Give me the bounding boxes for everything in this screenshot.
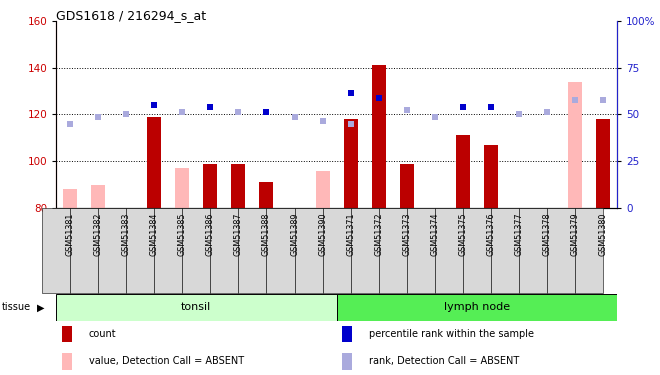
Bar — [456, 135, 470, 208]
Text: count: count — [88, 329, 116, 339]
Bar — [547, 208, 575, 292]
Bar — [372, 65, 385, 208]
Bar — [344, 119, 358, 208]
Text: GDS1618 / 216294_s_at: GDS1618 / 216294_s_at — [56, 9, 206, 22]
Text: value, Detection Call = ABSENT: value, Detection Call = ABSENT — [88, 356, 244, 366]
Text: percentile rank within the sample: percentile rank within the sample — [369, 329, 534, 339]
FancyBboxPatch shape — [56, 294, 337, 321]
Bar — [575, 208, 603, 292]
Text: GSM51380: GSM51380 — [599, 212, 608, 256]
Bar — [596, 119, 610, 208]
Text: GSM51373: GSM51373 — [402, 212, 411, 256]
Bar — [70, 208, 98, 292]
Text: GSM51384: GSM51384 — [150, 212, 159, 256]
Bar — [63, 189, 77, 208]
Bar — [267, 208, 294, 292]
Text: GSM51371: GSM51371 — [346, 212, 355, 256]
Bar — [203, 164, 217, 208]
Bar — [62, 326, 72, 342]
Bar — [323, 208, 350, 292]
Text: GSM51376: GSM51376 — [486, 212, 496, 256]
Bar — [62, 353, 72, 370]
Bar — [519, 208, 547, 292]
Text: tissue: tissue — [2, 303, 31, 312]
Text: GSM51388: GSM51388 — [262, 212, 271, 256]
Text: GSM51374: GSM51374 — [430, 212, 440, 256]
Bar — [259, 182, 273, 208]
Bar — [294, 208, 323, 292]
Text: GSM51375: GSM51375 — [458, 212, 467, 256]
Bar — [315, 171, 329, 208]
Bar — [147, 117, 161, 208]
Text: GSM51378: GSM51378 — [543, 212, 552, 256]
Text: GSM51385: GSM51385 — [178, 212, 187, 256]
Bar — [491, 208, 519, 292]
Bar — [343, 326, 352, 342]
Text: GSM51383: GSM51383 — [121, 212, 131, 256]
Bar — [232, 164, 246, 208]
Bar — [463, 208, 491, 292]
Text: GSM51377: GSM51377 — [514, 212, 523, 256]
Bar — [211, 208, 238, 292]
Text: GSM51372: GSM51372 — [374, 212, 383, 256]
Bar — [350, 208, 379, 292]
Text: rank, Detection Call = ABSENT: rank, Detection Call = ABSENT — [369, 356, 519, 366]
Text: tonsil: tonsil — [182, 303, 211, 312]
Bar — [42, 208, 70, 292]
Bar — [379, 208, 407, 292]
Bar — [154, 208, 182, 292]
Bar — [435, 208, 463, 292]
Bar — [407, 208, 435, 292]
Bar — [484, 145, 498, 208]
Text: GSM51390: GSM51390 — [318, 212, 327, 256]
Bar — [343, 353, 352, 370]
Bar — [126, 208, 154, 292]
Text: GSM51381: GSM51381 — [65, 212, 75, 256]
Bar — [400, 164, 414, 208]
Text: GSM51387: GSM51387 — [234, 212, 243, 256]
Bar — [182, 208, 211, 292]
Text: GSM51389: GSM51389 — [290, 212, 299, 256]
FancyBboxPatch shape — [337, 294, 617, 321]
Bar — [568, 82, 582, 208]
Bar — [98, 208, 126, 292]
Bar — [91, 185, 105, 208]
Text: lymph node: lymph node — [444, 303, 510, 312]
Bar — [176, 168, 189, 208]
Text: GSM51382: GSM51382 — [94, 212, 103, 256]
Text: ▶: ▶ — [37, 303, 44, 312]
Bar — [238, 208, 267, 292]
Text: GSM51386: GSM51386 — [206, 212, 215, 256]
Text: GSM51379: GSM51379 — [570, 212, 579, 256]
